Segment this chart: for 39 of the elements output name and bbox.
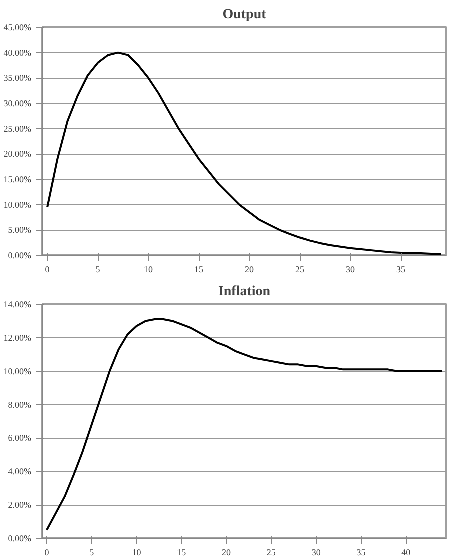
y-tick-label: 10.00% bbox=[4, 366, 32, 376]
x-tick-label: 40 bbox=[402, 548, 412, 558]
x-tick-label: 0 bbox=[44, 548, 50, 558]
x-tick-label: 20 bbox=[245, 264, 255, 274]
y-tick-label: 5.00% bbox=[8, 225, 32, 236]
y-tick-label: 8.00% bbox=[8, 400, 32, 410]
y-tick-label: 30.00% bbox=[4, 98, 32, 108]
y-tick-label: 4.00% bbox=[8, 466, 32, 477]
chart-title: Output bbox=[222, 8, 267, 22]
y-tick-label: 40.00% bbox=[4, 48, 32, 58]
line-series bbox=[46, 318, 444, 532]
x-tick-label: 35 bbox=[396, 264, 406, 274]
x-tick-label: 15 bbox=[194, 264, 204, 274]
y-tick-label: 15.00% bbox=[4, 174, 32, 184]
x-tick-label: 5 bbox=[96, 264, 101, 274]
y-tick-label: 10.00% bbox=[4, 200, 32, 210]
x-tick-label: 10 bbox=[132, 548, 142, 558]
x-tick-label: 25 bbox=[296, 264, 306, 274]
x-tick-label: 20 bbox=[222, 548, 232, 558]
y-tick-label: 12.00% bbox=[4, 332, 32, 343]
x-tick-label: 30 bbox=[312, 548, 322, 558]
y-tick-label: 45.00% bbox=[4, 22, 32, 32]
y-tick-label: 0.00% bbox=[8, 250, 32, 260]
y-tick-label: 2.00% bbox=[8, 500, 32, 510]
x-tick-label: 25 bbox=[266, 548, 276, 558]
y-tick-label: 35.00% bbox=[4, 73, 32, 84]
x-tick-label: 0 bbox=[45, 264, 50, 274]
line-series bbox=[46, 52, 442, 256]
x-tick-label: 10 bbox=[144, 264, 154, 274]
x-tick-label: 15 bbox=[177, 548, 187, 558]
y-tick-label: 20.00% bbox=[4, 149, 32, 160]
chart-title: Inflation bbox=[218, 284, 271, 300]
y-tick-label: 25.00% bbox=[4, 124, 32, 134]
x-tick-label: 30 bbox=[346, 264, 356, 274]
y-tick-label: 6.00% bbox=[8, 433, 32, 444]
y-tick-label: 14.00% bbox=[4, 300, 32, 310]
y-tick-label: 0.00% bbox=[8, 534, 32, 544]
x-tick-label: 5 bbox=[90, 548, 95, 558]
x-tick-label: 35 bbox=[356, 548, 366, 558]
